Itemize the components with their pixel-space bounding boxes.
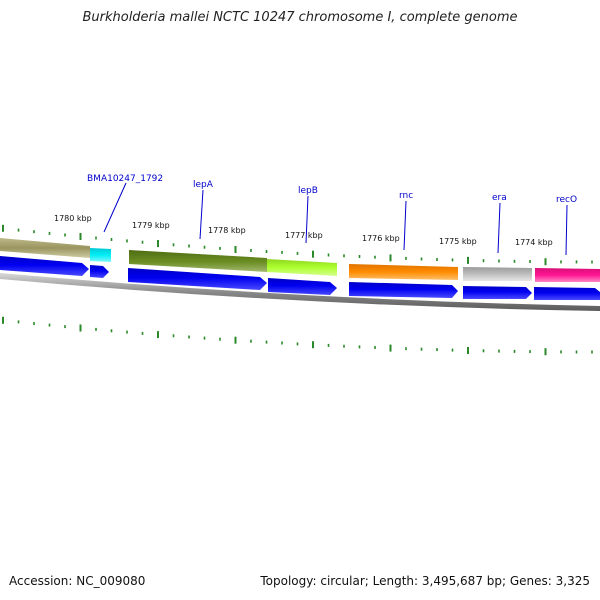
gene-block-olive[interactable] (0, 238, 90, 258)
accession-text: Accession: NC_009080 (9, 574, 146, 588)
kbp-label: 1775 kbp (439, 237, 477, 246)
gene-block-lepb[interactable] (267, 259, 337, 276)
kbp-label: 1780 kbp (54, 214, 92, 223)
gene-label-era[interactable]: era (492, 193, 507, 203)
kbp-label: 1774 kbp (515, 238, 553, 247)
gene-labels: BMA10247_1792 lepA lepB rnc era recO (87, 174, 577, 256)
gene-label-rnc[interactable]: rnc (399, 191, 413, 201)
cds-arrow[interactable] (0, 256, 89, 276)
gene-block-lepa[interactable] (129, 250, 267, 272)
outer-tick-marks (2, 224, 593, 266)
cds-arrow[interactable] (268, 278, 337, 295)
cds-arrow[interactable] (128, 268, 267, 290)
gene-block-bma10247-1792[interactable] (90, 248, 111, 262)
cds-arrow[interactable] (349, 282, 458, 298)
gene-block-rnc[interactable] (349, 264, 458, 280)
leader-line (565, 204, 568, 256)
kbp-label: 1779 kbp (132, 221, 170, 230)
gene-label-bma10247-1792[interactable]: BMA10247_1792 (87, 174, 163, 184)
gene-block-reco[interactable] (535, 268, 600, 282)
genome-backbone (0, 273, 600, 311)
gene-features (0, 238, 600, 282)
leader-line (305, 195, 309, 244)
gene-block-era[interactable] (463, 267, 532, 281)
kbp-label: 1778 kbp (208, 226, 246, 235)
kbp-label: 1777 kbp (285, 231, 323, 240)
leader-line (103, 182, 127, 233)
map-title: Burkholderia mallei NCTC 10247 chromosom… (82, 10, 518, 25)
cds-arrows (0, 256, 600, 300)
kbp-label: 1776 kbp (362, 234, 400, 243)
leader-line (199, 189, 204, 240)
leader-line (403, 200, 407, 251)
cds-arrow[interactable] (463, 286, 532, 299)
gene-label-lepb[interactable]: lepB (298, 186, 318, 196)
cds-arrow[interactable] (534, 287, 600, 300)
kbp-labels: 1780 kbp 1779 kbp 1778 kbp 1777 kbp 1776… (54, 214, 553, 247)
gene-label-lepa[interactable]: lepA (193, 180, 214, 190)
genome-summary-text: Topology: circular; Length: 3,495,687 bp… (260, 574, 590, 588)
gene-label-reco[interactable]: recO (556, 195, 577, 205)
inner-tick-marks (2, 316, 593, 356)
leader-line (497, 202, 501, 254)
cds-arrow[interactable] (90, 265, 109, 278)
